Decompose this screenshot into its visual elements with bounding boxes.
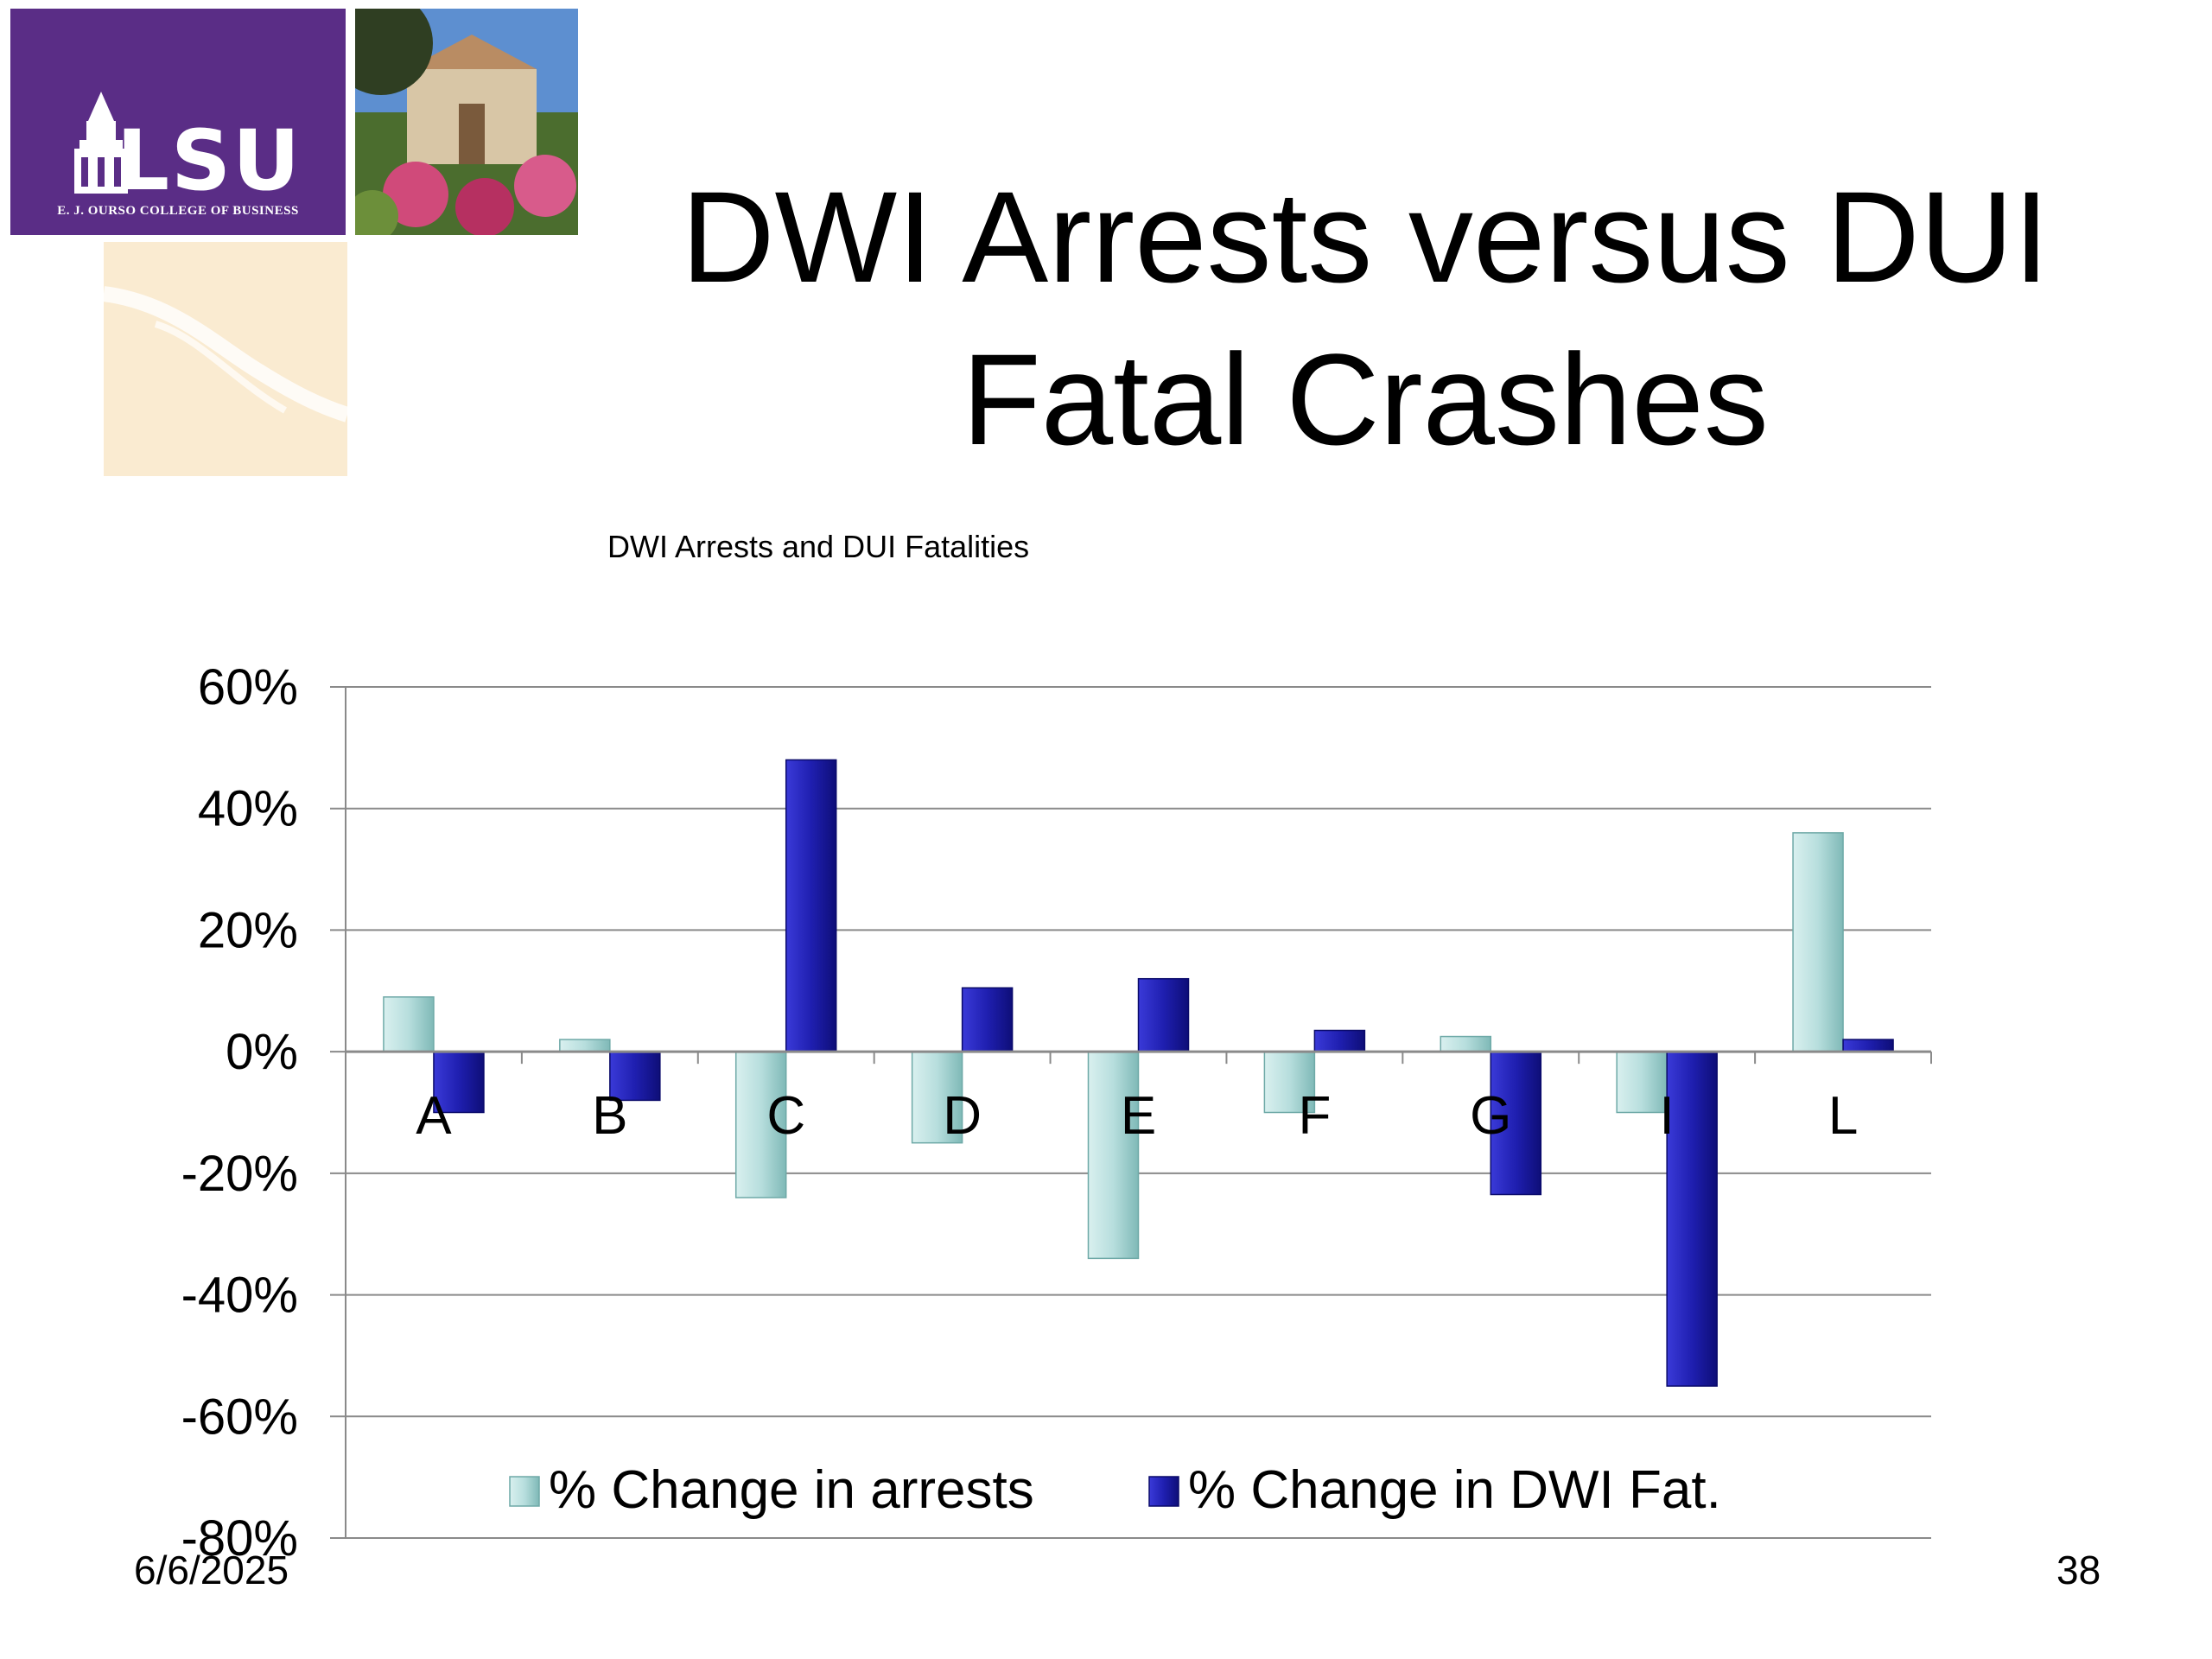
bar-arrests-D — [911, 1051, 963, 1144]
y-tick-label: -40% — [181, 1268, 298, 1324]
bar-arrests-G — [1440, 1035, 1492, 1052]
legend-swatch — [509, 1476, 540, 1507]
logo-wordmark: LSU — [116, 112, 302, 209]
bar-arrests-B — [559, 1039, 611, 1052]
legend-label: % Change in DWI Fat. — [1188, 1460, 1721, 1520]
x-tick-label: F — [1298, 1086, 1331, 1146]
y-tick-label: -20% — [181, 1146, 298, 1202]
bar-dwi-fat-L — [1842, 1039, 1894, 1052]
y-tick-label: -60% — [181, 1389, 298, 1445]
bar-arrests-C — [734, 1051, 787, 1198]
bar-arrests-L — [1792, 832, 1844, 1052]
slide-number: 38 — [2056, 1548, 2101, 1592]
bar-arrests-A — [383, 996, 435, 1052]
decorative-block — [102, 242, 350, 476]
campus-photo — [355, 9, 578, 235]
x-tick-label: A — [416, 1086, 452, 1146]
bar-dwi-fat-F — [1313, 1029, 1366, 1052]
x-tick-label: I — [1660, 1086, 1675, 1146]
legend-swatch — [1148, 1476, 1179, 1507]
y-tick-label: 60% — [198, 659, 298, 715]
x-tick-label: E — [1121, 1086, 1156, 1146]
legend-label: % Change in arrests — [549, 1460, 1034, 1520]
slide-title: DWI Arrests versus DUI Fatal Crashes — [681, 164, 2050, 472]
x-tick-label: B — [592, 1086, 627, 1146]
bar-dwi-fat-D — [961, 987, 1014, 1052]
bar-dwi-fat-B — [609, 1051, 661, 1102]
x-tick-label: L — [1828, 1086, 1858, 1146]
bar-arrests-E — [1087, 1051, 1140, 1260]
bar-dwi-fat-A — [433, 1051, 485, 1114]
logo-subtitle: E. J. OURSO COLLEGE OF BUSINESS — [57, 204, 299, 218]
slide-date: 6/6/2025 — [134, 1548, 289, 1592]
y-tick-label: 0% — [226, 1024, 298, 1080]
x-tick-label: C — [766, 1086, 805, 1146]
lsu-logo: LSU E. J. OURSO COLLEGE OF BUSINESS — [10, 9, 346, 235]
bar-dwi-fat-I — [1666, 1051, 1718, 1387]
y-tick-label: -80% — [181, 1510, 298, 1567]
y-tick-label: 40% — [198, 781, 298, 837]
chart-title: DWI Arrests and DUI Fatalities — [607, 529, 1030, 564]
bar-dwi-fat-C — [785, 759, 837, 1052]
bar-dwi-fat-E — [1137, 977, 1190, 1052]
y-tick-label: 20% — [198, 902, 298, 958]
tower-icon — [74, 92, 128, 194]
x-tick-label: D — [943, 1086, 982, 1146]
x-tick-label: G — [1470, 1086, 1511, 1146]
